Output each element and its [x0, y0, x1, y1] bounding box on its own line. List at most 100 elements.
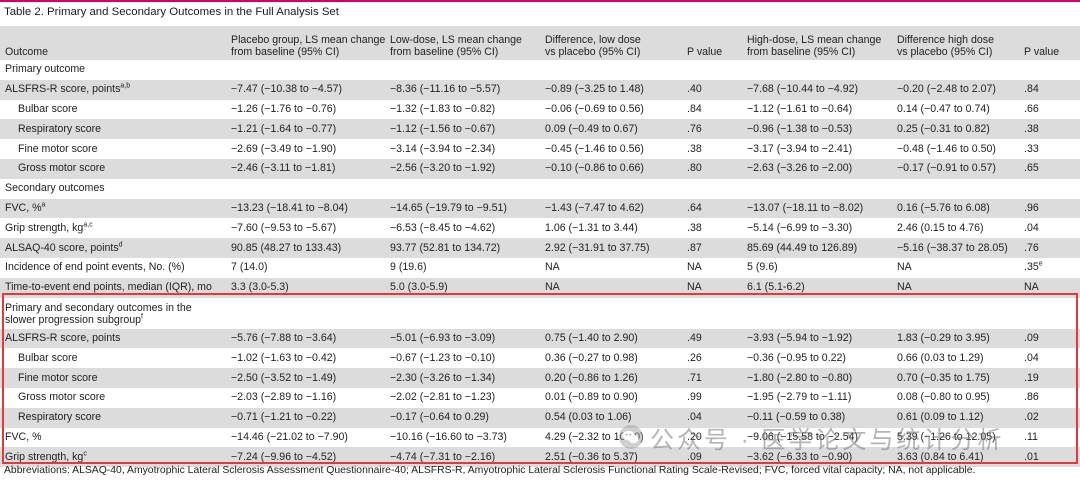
p-value-cell: .84 — [687, 102, 702, 115]
value-cell: 0.66 (0.03 to 1.29) — [897, 351, 984, 364]
value-cell: 1.06 (−1.31 to 3.44) — [545, 221, 638, 234]
p-value-cell: NA — [687, 261, 702, 274]
p-value-cell: .40 — [685, 79, 742, 100]
value-cell: −3.93 (−5.94 to −1.92) — [742, 328, 892, 349]
p-value-cell: .71 — [685, 368, 742, 388]
value-cell: −0.36 (−0.95 to 0.22) — [747, 351, 846, 364]
value-cell: 0.70 (−0.35 to 1.75) — [892, 368, 1022, 388]
table-row: FVC, %a −13.23 (−18.41 to −8.04) −14.65 (−… — [0, 198, 1080, 219]
p-value-cell: .04 — [1024, 351, 1039, 364]
value-cell: −2.63 (−3.26 to −2.00) — [742, 158, 892, 179]
value-cell: 5.0 (3.0-5.9) — [385, 277, 540, 298]
p-value-cell: .86 — [1024, 391, 1039, 404]
value-cell: 1.83 (−0.29 to 3.95) — [892, 328, 1022, 349]
table-row: Fine motor score −2.69 (−3.49 to −1.90) −3… — [0, 139, 1080, 159]
value-cell: −0.20 (−2.48 to 2.07) — [892, 79, 1022, 100]
value-cell: 0.25 (−0.31 to 0.82) — [892, 119, 1022, 140]
p-value-cell: .64 — [685, 198, 742, 219]
value-cell: 0.20 (−0.86 to 1.26) — [540, 368, 685, 388]
outcome-label: Respiratory score — [0, 119, 226, 140]
value-cell: −0.45 (−1.46 to 0.56) — [545, 142, 644, 155]
value-cell: −0.17 (−0.64 to 0.29) — [385, 407, 540, 428]
value-cell: −2.30 (−3.26 to −1.34) — [385, 368, 540, 388]
section-heading: Secondary outcomes — [5, 182, 105, 195]
outcome-label: Respiratory score — [0, 407, 226, 428]
value-cell: −2.46 (−3.11 to −1.81) — [226, 158, 385, 179]
value-cell: −1.12 (−1.56 to −0.67) — [385, 119, 540, 140]
p-value-cell: .65 — [1022, 158, 1080, 179]
table-footnote: Abbreviations: ALSAQ-40, Amyotrophic Lat… — [4, 465, 976, 476]
table-row: Respiratory score −1.21 (−1.64 to −0.77) −… — [0, 119, 1080, 140]
value-cell: −2.69 (−3.49 to −1.90) — [231, 142, 337, 155]
value-cell: −3.17 (−3.94 to −2.41) — [747, 142, 853, 155]
value-cell: −0.71 (−1.21 to −0.22) — [226, 407, 385, 428]
column-header: P value — [685, 26, 742, 60]
outcome-label: Time-to-event end points, median (IQR), … — [0, 277, 226, 298]
table-title: Table 2. Primary and Secondary Outcomes … — [4, 6, 339, 18]
table-row: ALSFRS-R score, points −5.76 (−7.88 to −3… — [0, 328, 1080, 349]
value-cell: −14.46 (−21.02 to −7.90) — [231, 430, 348, 443]
outcomes-table: Outcome Placebo group, LS mean change from… — [0, 26, 1080, 468]
outcome-label: ALSFRS-R score, pointsa,b — [0, 79, 226, 100]
p-value-cell: .04 — [685, 407, 742, 428]
value-cell: 2.46 (0.15 to 4.76) — [897, 221, 984, 234]
value-cell: 0.08 (−0.80 to 0.95) — [897, 391, 990, 404]
outcome-label: ALSFRS-R score, points — [0, 328, 226, 349]
value-cell: 0.09 (−0.49 to 0.67) — [540, 119, 685, 140]
table-row: Grip strength, kga,c −7.60 (−9.53 to −5.6… — [0, 218, 1080, 238]
outcome-label: Grip strength, kga,c — [5, 221, 93, 234]
outcome-label: Gross motor score — [0, 158, 226, 179]
section-heading: Primary and secondary outcomes in the slo… — [5, 301, 192, 326]
value-cell: 0.14 (−0.47 to 0.74) — [897, 102, 990, 115]
value-cell: 0.54 (0.03 to 1.06) — [540, 407, 685, 428]
p-value-cell: .33 — [1024, 142, 1039, 155]
p-value-cell: .09 — [1022, 328, 1080, 349]
value-cell: NA — [892, 277, 1022, 298]
outcome-label: Fine motor score — [18, 142, 98, 155]
table-header-row: Outcome Placebo group, LS mean change from… — [0, 26, 1080, 60]
value-cell: −7.60 (−9.53 to −5.67) — [231, 221, 337, 234]
p-value-cell: .38 — [1022, 119, 1080, 140]
table-row: Respiratory score −0.71 (−1.21 to −0.22) −… — [0, 407, 1080, 428]
column-header: Difference, low dose vs placebo (95% CI) — [540, 26, 685, 60]
table-body: Primary outcome ALSFRS-R score, pointsa,b… — [0, 60, 1080, 468]
p-value-cell: .66 — [1024, 102, 1039, 115]
outcome-label: Fine motor score — [0, 368, 226, 388]
p-value-cell: .49 — [685, 328, 742, 349]
value-cell: −0.96 (−1.38 to −0.53) — [742, 119, 892, 140]
p-value-cell: .76 — [685, 119, 742, 140]
p-value-cell: NA — [1022, 277, 1080, 298]
value-cell: −0.06 (−0.69 to 0.56) — [545, 102, 644, 115]
value-cell: −2.03 (−2.89 to −1.16) — [231, 391, 337, 404]
p-value-cell: .87 — [685, 238, 742, 258]
p-value-cell: .96 — [1022, 198, 1080, 219]
column-header: Low-dose, LS mean change from baseline (9… — [385, 26, 540, 60]
value-cell: 0.75 (−1.40 to 2.90) — [540, 328, 685, 349]
outcome-label: FVC, % — [5, 430, 42, 443]
value-cell: −14.65 (−19.79 to −9.51) — [385, 198, 540, 219]
section-heading-row: Primary outcome — [0, 60, 1080, 80]
value-cell: −9.06 (−15.58 to −2.54) — [747, 430, 859, 443]
outcome-label: FVC, %a — [0, 198, 226, 219]
table-row: Bulbar score −1.02 (−1.63 to −0.42) −0.67 … — [0, 348, 1080, 368]
value-cell: −6.53 (−8.45 to −4.62) — [390, 221, 496, 234]
outcome-label: Bulbar score — [18, 102, 78, 115]
p-value-cell: .84 — [1022, 79, 1080, 100]
table-row: Fine motor score −2.50 (−3.52 to −1.49) −2… — [0, 368, 1080, 388]
p-value-cell: .11 — [1024, 430, 1038, 443]
p-value-cell: NA — [685, 277, 742, 298]
p-value-cell: .38 — [687, 221, 702, 234]
column-header: Difference high dose vs placebo (95% CI) — [892, 26, 1022, 60]
outcome-label: ALSAQ-40 score, pointsd — [0, 238, 226, 258]
table-row: ALSFRS-R score, pointsa,b −7.47 (−10.38 t… — [0, 79, 1080, 100]
section-heading: Primary outcome — [5, 63, 86, 76]
value-cell: −0.48 (−1.46 to 0.50) — [897, 142, 996, 155]
value-cell: −0.11 (−0.59 to 0.38) — [742, 407, 892, 428]
p-value-cell: .35e — [1024, 260, 1043, 274]
value-cell: −10.16 (−16.60 to −3.73) — [390, 430, 507, 443]
value-cell: 85.69 (44.49 to 126.89) — [742, 238, 892, 258]
value-cell: 0.36 (−0.27 to 0.98) — [545, 351, 638, 364]
value-cell: −5.76 (−7.88 to −3.64) — [226, 328, 385, 349]
value-cell: −1.43 (−7.47 to 4.62) — [540, 198, 685, 219]
p-value-cell: .04 — [1024, 221, 1039, 234]
